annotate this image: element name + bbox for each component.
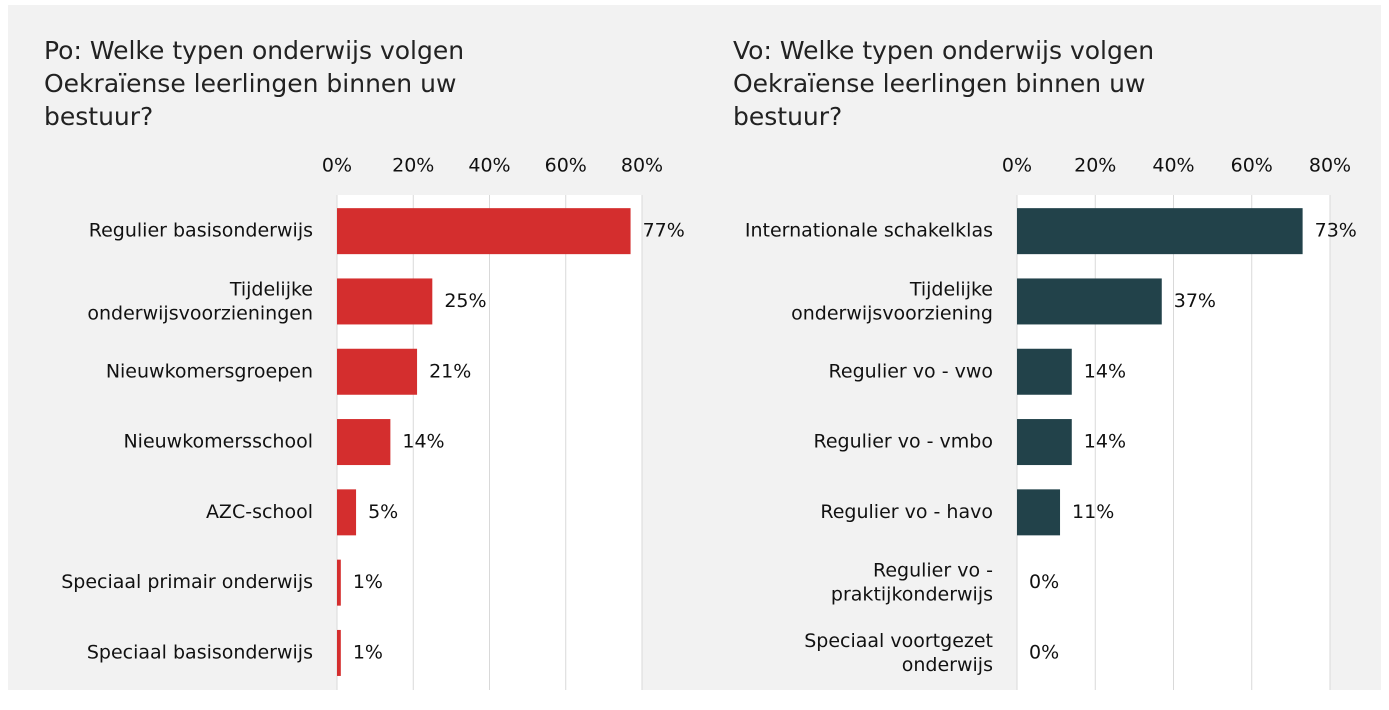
value-label: 14% [402, 431, 444, 453]
x-tick-label: 20% [392, 155, 434, 177]
y-tick-label: Internationale schakelklas [745, 220, 993, 242]
bar [337, 419, 391, 466]
y-tick-label: Nieuwkomersschool [123, 431, 313, 453]
y-tick-label: Regulier vo -praktijkonderwijs [831, 559, 993, 605]
value-label: 77% [643, 220, 685, 242]
bar [1017, 489, 1061, 536]
value-label: 21% [429, 360, 471, 382]
bar [337, 278, 433, 325]
value-label: 1% [353, 571, 383, 593]
value-label: 1% [353, 641, 383, 663]
y-tick-label: Speciaal voortgezet onderwijs [804, 629, 993, 675]
value-label: 14% [1084, 360, 1126, 382]
x-tick-label: 40% [1152, 155, 1194, 177]
x-tick-label: 80% [621, 155, 663, 177]
chart-title: Po: Welke typen onderwijs volgen Oekraïe… [44, 36, 465, 131]
y-tick-label: Regulier basisonderwijs [89, 220, 313, 242]
x-tick-label: 60% [545, 155, 587, 177]
bar [1017, 348, 1072, 395]
bar [337, 559, 341, 606]
value-label: 5% [368, 501, 398, 523]
y-tick-label: Nieuwkomersgroepen [106, 360, 313, 382]
value-label: 37% [1174, 290, 1216, 312]
x-tick-label: 80% [1309, 155, 1351, 177]
value-label: 25% [444, 290, 486, 312]
y-tick-label: AZC-school [206, 501, 313, 523]
bar [337, 489, 357, 536]
y-tick-label: Regulier vo - vmbo [814, 431, 993, 453]
x-tick-label: 60% [1231, 155, 1273, 177]
bar [1017, 419, 1072, 466]
y-tick-label: Tijdelijke onderwijsvoorzieningen [87, 278, 313, 324]
x-tick-label: 20% [1074, 155, 1116, 177]
bar [337, 208, 631, 255]
y-tick-label: Regulier vo - havo [820, 501, 993, 523]
chart-title: Vo: Welke typen onderwijs volgen Oekraïe… [733, 36, 1155, 131]
x-tick-label: 40% [468, 155, 510, 177]
y-tick-label: Speciaal basisonderwijs [87, 641, 313, 663]
value-label: 0% [1029, 571, 1059, 593]
bar [337, 348, 418, 395]
value-label: 73% [1315, 220, 1357, 242]
value-label: 11% [1072, 501, 1114, 523]
y-tick-label: Regulier vo - vwo [829, 360, 993, 382]
value-label: 14% [1084, 431, 1126, 453]
x-tick-label: 0% [1002, 155, 1032, 177]
x-tick-label: 0% [322, 155, 352, 177]
y-tick-label: Speciaal primair onderwijs [61, 571, 313, 593]
bar [1017, 208, 1303, 255]
bar [337, 629, 341, 676]
bar [1017, 278, 1162, 325]
value-label: 0% [1029, 641, 1059, 663]
y-tick-label: Tijdelijke onderwijsvoorziening [791, 278, 993, 324]
